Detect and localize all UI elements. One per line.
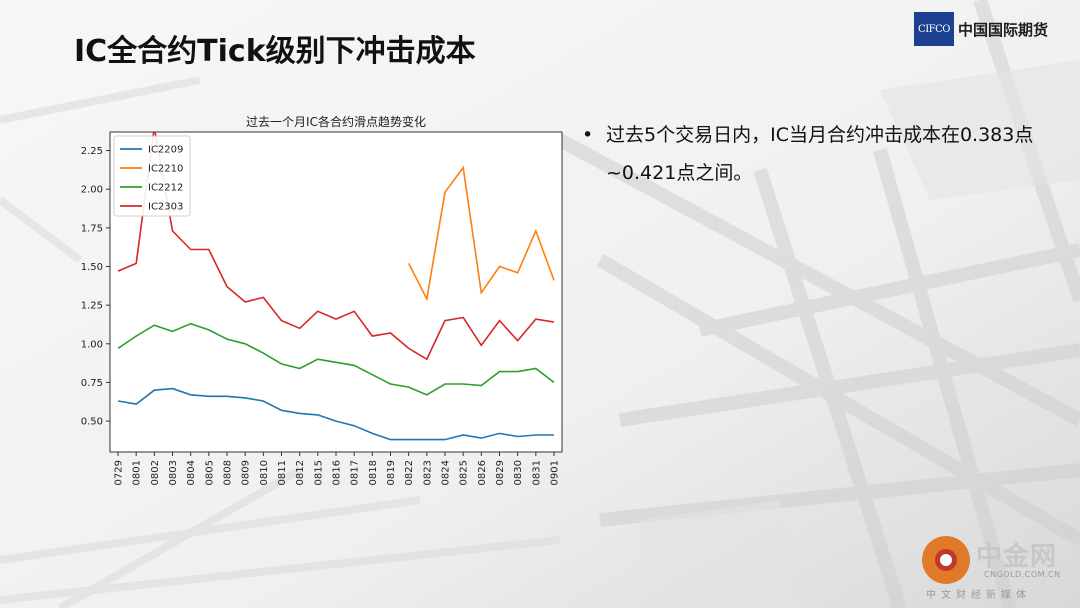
- series-line-ic2212: [117, 322, 555, 396]
- slippage-chart: 过去一个月IC各合约滑点趋势变化 0.50 0.75 1.00 1.25 1.50 1.75…: [70, 108, 570, 498]
- x-tick-label: 0825: [459, 460, 470, 485]
- watermark-name: 中金网: [976, 542, 1058, 572]
- y-tick-label: 1.50: [81, 262, 103, 273]
- slide-title: IC全合约Tick级别下冲击成本: [74, 34, 476, 69]
- x-tick-label: 0729: [114, 460, 125, 485]
- x-tick-label: 0817: [350, 460, 361, 485]
- y-tick-label: 1.75: [81, 223, 103, 234]
- bullet-icon: •: [582, 124, 594, 146]
- x-tick-label: 0829: [495, 460, 506, 485]
- series-line-ic2210: [407, 165, 555, 302]
- x-tick-label: 0802: [150, 460, 161, 485]
- y-tick-label: 0.75: [81, 378, 103, 389]
- x-tick-label: 0816: [332, 460, 343, 485]
- x-tick-label: 0824: [441, 460, 452, 485]
- legend-label: IC2209: [148, 145, 183, 156]
- legend-label: IC2212: [148, 183, 183, 194]
- y-tick-label: 2.25: [81, 146, 103, 157]
- x-tick-label: 0831: [531, 460, 542, 485]
- watermark-url: CNGOLD.COM.CN: [984, 570, 1061, 579]
- x-tick-label: 0805: [204, 460, 215, 485]
- legend-label: IC2303: [148, 202, 183, 213]
- y-tick-label: 2.00: [81, 185, 103, 196]
- x-tick-label: 0810: [259, 460, 270, 485]
- x-tick-label: 0830: [513, 460, 524, 485]
- x-tick-label: 0901: [550, 460, 561, 485]
- series-line-ic2303: [117, 132, 555, 361]
- x-tick-label: 0811: [277, 460, 288, 485]
- brand-name: 中国国际期货: [958, 20, 1049, 39]
- slippage-chart-svg: 过去一个月IC各合约滑点趋势变化 0.50 0.75 1.00 1.25 1.50 1.75…: [81, 114, 563, 485]
- x-tick-label: 0815: [313, 460, 324, 485]
- y-tick-label: 1.00: [81, 339, 103, 350]
- x-tick-label: 0812: [295, 460, 306, 485]
- watermark: 中金网 CNGOLD.COM.CN 中文财经新媒体: [922, 534, 1072, 604]
- y-tick-label: 0.50: [81, 417, 103, 428]
- x-tick-label: 0803: [168, 460, 179, 485]
- y-tick-label: 1.25: [81, 301, 103, 312]
- x-tick-label: 0804: [186, 460, 197, 485]
- brand-box: CIFCO: [914, 12, 954, 46]
- x-tick-label: 0801: [132, 460, 143, 485]
- x-tick-label: 0823: [422, 460, 433, 485]
- cngold-logo-icon: [922, 536, 970, 584]
- watermark-subtitle: 中文财经新媒体: [926, 590, 1031, 601]
- x-tick-label: 0826: [477, 460, 488, 485]
- bullet-text: 过去5个交易日内，IC当月合约冲击成本在0.383点~0.421点之间。: [606, 124, 1034, 184]
- bullet-point: • 过去5个交易日内，IC当月合约冲击成本在0.383点~0.421点之间。: [582, 116, 1052, 192]
- series-line-ic2209: [117, 387, 554, 441]
- x-tick-label: 0819: [386, 460, 397, 485]
- legend-box: [113, 135, 191, 217]
- x-tick-label: 0808: [223, 460, 234, 485]
- brand-logo: CIFCO 中国国际期货: [914, 10, 1048, 48]
- x-tick-label: 0809: [241, 460, 252, 485]
- chart-title: 过去一个月IC各合约滑点趋势变化: [246, 114, 426, 129]
- x-tick-label: 0822: [404, 460, 415, 485]
- x-tick-label: 0818: [368, 460, 379, 485]
- legend-label: IC2210: [148, 164, 183, 175]
